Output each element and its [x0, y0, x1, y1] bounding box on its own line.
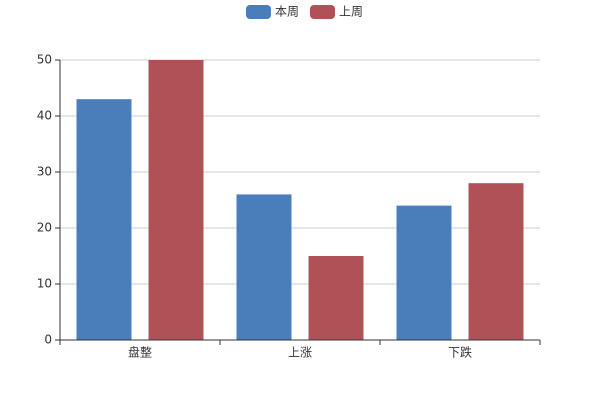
legend-label: 本周 — [275, 5, 299, 19]
y-tick-label: 50 — [37, 53, 52, 67]
y-tick-label: 40 — [37, 109, 52, 123]
bar — [148, 60, 204, 340]
bar — [468, 183, 524, 340]
y-tick-label: 0 — [44, 333, 52, 347]
y-tick-label: 20 — [37, 221, 52, 235]
bar — [396, 205, 452, 340]
y-tick-label: 30 — [37, 165, 52, 179]
legend-swatch — [310, 5, 335, 19]
bar — [236, 194, 292, 340]
x-tick-label: 盘整 — [128, 345, 152, 360]
bar — [308, 256, 364, 340]
legend-swatch — [246, 5, 271, 19]
bar — [76, 99, 132, 340]
legend-label: 上周 — [339, 5, 363, 19]
x-tick-label: 上涨 — [288, 345, 312, 360]
x-tick-label: 下跌 — [448, 345, 472, 360]
y-tick-label: 10 — [37, 277, 52, 291]
